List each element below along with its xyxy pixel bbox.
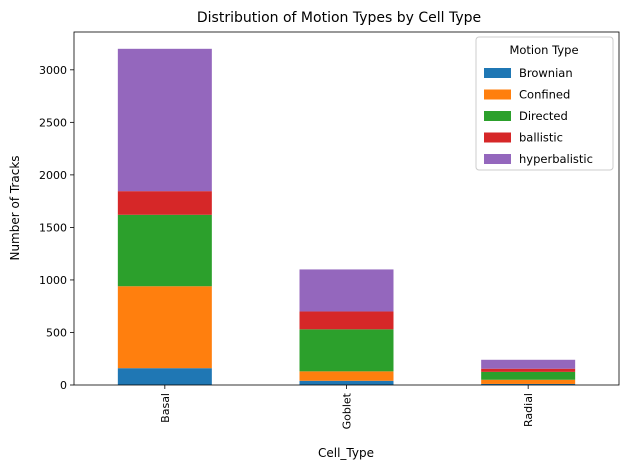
bar-basal-confined [117, 286, 212, 369]
legend-label-hyperbalistic: hyperbalistic [519, 152, 593, 166]
bar-radial-ballistic [481, 368, 576, 372]
chart-title: Distribution of Motion Types by Cell Typ… [197, 10, 481, 26]
legend-label-ballistic: ballistic [519, 131, 563, 145]
legend-title: Motion Type [509, 43, 578, 57]
x-tick-label-goblet: Goblet [341, 392, 354, 429]
y-tick-label: 2500 [39, 116, 67, 129]
x-tick-label-basal: Basal [159, 393, 172, 423]
bar-radial-confined [481, 379, 576, 384]
x-tick-label-radial: Radial [522, 393, 535, 427]
bar-goblet-brownian [299, 380, 394, 385]
legend: Motion Type Brownian Confined Directed ball… [475, 36, 614, 171]
bars-layer [117, 48, 576, 385]
y-axis: 0 500 1000 1500 2000 2500 3000 [39, 64, 74, 392]
bar-basal-directed [117, 214, 212, 287]
y-tick-label: 0 [60, 379, 67, 392]
legend-label-confined: Confined [519, 88, 570, 102]
legend-swatch-confined [484, 89, 511, 100]
y-tick-label: 3000 [39, 64, 67, 77]
x-axis-label: Cell_Type [318, 446, 374, 460]
bar-basal-hyperbalistic [117, 48, 212, 192]
y-tick-label: 2000 [39, 169, 67, 182]
bar-goblet-confined [299, 371, 394, 381]
x-axis: Basal Goblet Radial [159, 385, 535, 429]
bar-goblet-hyperbalistic [299, 269, 394, 312]
y-axis-label: Number of Tracks [8, 155, 22, 260]
y-tick-label: 1000 [39, 274, 67, 287]
bar-basal-brownian [117, 368, 212, 385]
legend-swatch-brownian [484, 68, 511, 78]
legend-swatch-ballistic [484, 132, 511, 143]
bar-goblet-directed [299, 329, 394, 372]
y-tick-label: 1500 [39, 221, 67, 234]
legend-swatch-directed [484, 111, 511, 121]
legend-swatch-hyperbalistic [484, 154, 511, 164]
bar-radial-brownian [481, 383, 576, 385]
bar-basal-ballistic [117, 191, 212, 215]
bar-radial-directed [481, 371, 576, 380]
bar-radial-hyperbalistic [481, 359, 576, 369]
legend-label-brownian: Brownian [519, 66, 573, 80]
legend-label-directed: Directed [519, 109, 568, 123]
y-tick-label: 500 [46, 326, 67, 339]
bar-goblet-ballistic [299, 311, 394, 330]
